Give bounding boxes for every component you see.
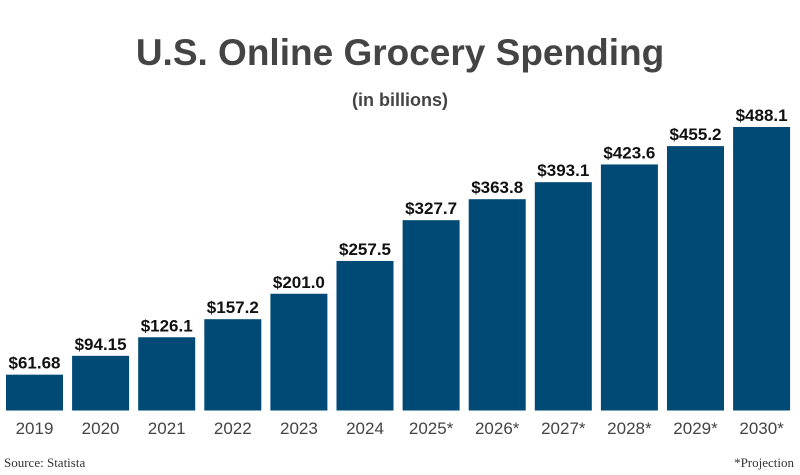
x-tick-label: 2025* <box>409 419 454 438</box>
bar-2027* <box>534 182 592 411</box>
data-label: $393.1 <box>537 161 589 180</box>
x-tick-label: 2020 <box>82 419 120 438</box>
x-tick-label: 2030* <box>739 419 784 438</box>
data-label: $201.0 <box>273 273 325 292</box>
data-label: $455.2 <box>670 125 722 144</box>
bar-2026* <box>468 199 526 411</box>
x-tick-label: 2024 <box>346 419 384 438</box>
bar-2024 <box>336 260 394 411</box>
x-tick-label: 2029* <box>673 419 718 438</box>
bar-2025* <box>402 220 460 411</box>
data-label: $61.68 <box>9 354 61 373</box>
bar-2021 <box>138 337 196 411</box>
data-label: $363.8 <box>471 178 523 197</box>
bar-2028* <box>600 164 658 411</box>
projection-footnote: *Projection <box>734 455 794 470</box>
bar-2030* <box>733 127 791 411</box>
data-label: $327.7 <box>405 199 457 218</box>
bar-2029* <box>667 146 724 411</box>
data-label: $94.15 <box>75 335 127 354</box>
x-tick-label: 2021 <box>148 419 186 438</box>
chart-subtitle: (in billions) <box>352 90 448 110</box>
data-label: $126.1 <box>141 316 193 335</box>
data-label: $423.6 <box>603 143 655 162</box>
x-tick-label: 2019 <box>16 419 54 438</box>
data-label: $157.2 <box>207 298 259 317</box>
x-tick-label: 2027* <box>541 419 586 438</box>
x-tick-label: 2023 <box>280 419 318 438</box>
chart-title: U.S. Online Grocery Spending <box>135 32 665 73</box>
x-tick-label: 2022 <box>214 419 252 438</box>
x-tick-label: 2026* <box>475 419 520 438</box>
source-note: Source: Statista <box>4 455 86 470</box>
bar-2019 <box>6 374 63 411</box>
data-label: $257.5 <box>339 240 391 259</box>
data-label: $488.1 <box>736 106 788 125</box>
bar-2023 <box>270 293 328 411</box>
x-tick-label: 2028* <box>607 419 652 438</box>
bar-2020 <box>72 355 130 411</box>
bar-2022 <box>204 319 262 411</box>
